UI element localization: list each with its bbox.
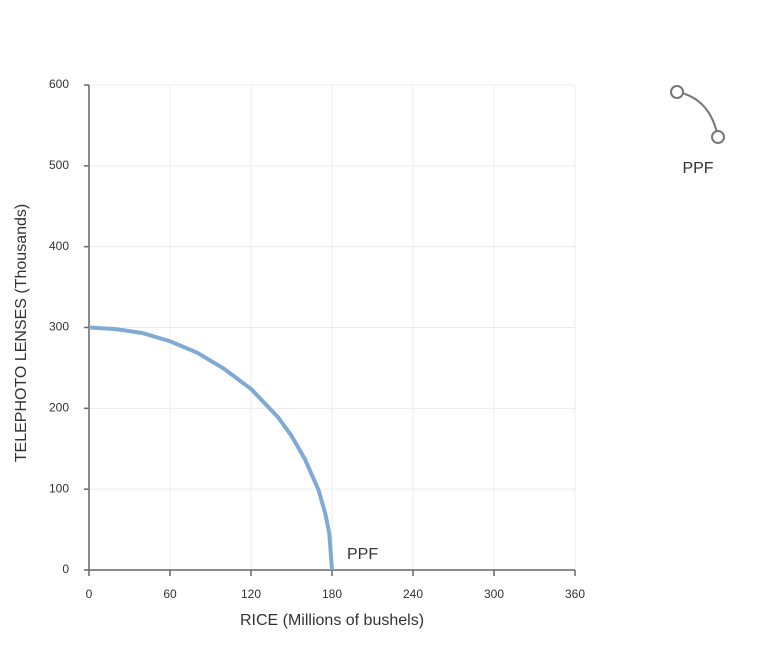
x-tick-label: 0 [86,587,93,601]
legend-icon-handle [711,130,725,144]
y-tick-label: 200 [49,401,69,415]
x-tick-label: 120 [241,587,261,601]
y-tick-label: 600 [49,77,69,91]
x-axis-label: RICE (Millions of bushels) [240,612,424,629]
x-tick-label: 300 [484,587,504,601]
x-tick-label: 180 [322,587,342,601]
ppf-curve [88,325,334,571]
series-label: PPF [347,546,378,563]
x-tick-label: 360 [565,587,585,601]
y-tick-label: 500 [49,158,69,172]
legend-label: PPF [682,160,713,177]
x-tick-label: 60 [163,587,177,601]
y-axis-label: TELEPHOTO LENSES (Thousands) [13,204,30,462]
y-tick-label: 400 [49,239,69,253]
y-tick-label: 0 [62,562,69,576]
y-tick-label: 100 [49,481,69,495]
legend-icon-handle [670,85,684,99]
x-tick-label: 240 [403,587,423,601]
y-tick-label: 300 [49,320,69,334]
legend-icon [676,91,719,138]
